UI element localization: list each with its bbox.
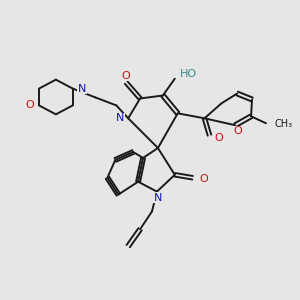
- Text: N: N: [78, 84, 86, 94]
- Text: N: N: [116, 113, 124, 123]
- Text: HO: HO: [180, 69, 197, 79]
- Text: O: O: [214, 133, 223, 143]
- Text: CH₃: CH₃: [275, 119, 293, 129]
- Text: O: O: [234, 126, 243, 136]
- Text: N: N: [154, 193, 162, 202]
- Text: O: O: [122, 71, 130, 81]
- Text: O: O: [200, 174, 208, 184]
- Text: O: O: [25, 100, 34, 110]
